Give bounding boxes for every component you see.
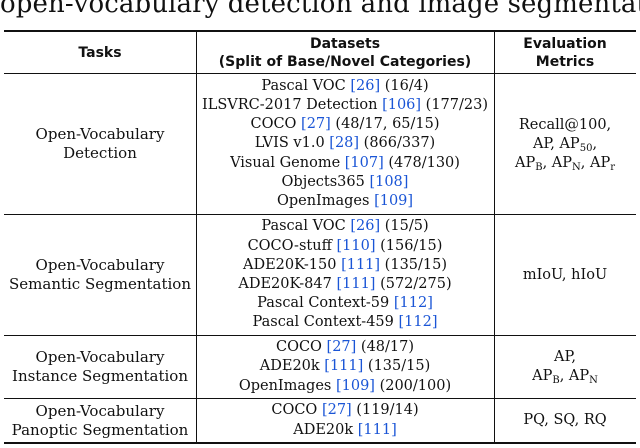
dataset-entry: ADE20k [111]	[293, 421, 397, 438]
dataset-entry: Pascal Context-59 [112]	[257, 295, 433, 312]
citation-link[interactable]: [111]	[324, 358, 364, 375]
dataset-entry: Visual Genome [107] (478/130)	[230, 154, 460, 171]
dataset-entry: Pascal VOC [26] (15/5)	[261, 218, 429, 235]
header-metrics-line2: Metrics	[535, 53, 595, 70]
dataset-entry: COCO [27] (48/17)	[275, 339, 415, 356]
row-rule-2	[4, 335, 636, 336]
header-tasks-label: Tasks	[78, 44, 122, 61]
citation-link[interactable]: [110]	[336, 237, 376, 254]
top-rule	[4, 30, 636, 32]
dataset-entry: Pascal VOC [26] (16/4)	[261, 77, 429, 94]
citation-link[interactable]: [27]	[301, 116, 331, 133]
datasets-detection: Pascal VOC [26] (16/4) ILSVRC-2017 Detec…	[196, 74, 494, 214]
metrics-panoptic-segmentation: PQ, SQ, RQ	[494, 399, 636, 442]
header-metrics: Evaluation Metrics	[494, 32, 636, 73]
header-datasets-line2: (Split of Base/Novel Categories)	[218, 53, 472, 70]
task-line: Open-Vocabulary	[35, 348, 165, 366]
task-line: Open-Vocabulary	[35, 401, 165, 420]
metric-line: PQ, SQ, RQ	[523, 412, 607, 428]
citation-link[interactable]: [112]	[398, 314, 438, 331]
task-instance-segmentation: Open-Vocabulary Instance Segmentation	[4, 336, 196, 398]
citation-link[interactable]: [108]	[369, 173, 409, 190]
dataset-entry: COCO-stuff [110] (156/15)	[247, 237, 443, 254]
dataset-entry: ADE20K-847 [111] (572/275)	[238, 276, 452, 292]
task-detection: Open-Vocabulary Detection	[4, 74, 196, 214]
header-datasets-line1: Datasets	[309, 35, 381, 52]
datasets-instance-segmentation: COCO [27] (48/17) ADE20k [111] (135/15) …	[196, 336, 494, 398]
citation-link[interactable]: [111]	[357, 421, 397, 438]
metric-line: AP,	[554, 349, 576, 365]
citation-link[interactable]: [107]	[344, 154, 384, 171]
dataset-entry: LVIS v1.0 [28] (866/337)	[254, 135, 436, 152]
dataset-entry: ADE20K-150 [111] (135/15)	[242, 256, 448, 273]
task-line: Open-Vocabulary	[35, 256, 165, 274]
metric-line: APB, APN	[532, 368, 598, 386]
citation-link[interactable]: [109]	[335, 377, 375, 394]
citation-link[interactable]: [112]	[393, 295, 433, 312]
task-line: Semantic Segmentation	[9, 275, 191, 293]
citation-link[interactable]: [27]	[321, 402, 352, 419]
col-divider-1	[196, 30, 197, 444]
task-line: Detection	[63, 144, 137, 162]
citation-link[interactable]: [27]	[326, 339, 357, 356]
header-datasets: Datasets (Split of Base/Novel Categories…	[196, 32, 494, 73]
row-rule-1	[4, 214, 636, 215]
citation-link[interactable]: [26]	[350, 77, 381, 94]
task-line: Panoptic Segmentation	[11, 420, 189, 439]
metric-line: APB, APN, APr	[514, 154, 616, 173]
row-rule-3	[4, 398, 636, 399]
datasets-table: Tasks Datasets (Split of Base/Novel Cate…	[4, 30, 636, 444]
metric-line: AP, AP50,	[532, 135, 598, 154]
metric-line: Recall@100,	[518, 116, 612, 133]
citation-link[interactable]: [106]	[382, 96, 422, 113]
task-line: Open-Vocabulary	[35, 125, 165, 143]
citation-link[interactable]: [28]	[329, 135, 360, 152]
citation-link[interactable]: [111]	[341, 256, 381, 273]
datasets-panoptic-segmentation: COCO [27] (119/14) ADE20k [111]	[196, 399, 494, 442]
dataset-entry: Pascal Context-459 [112]	[252, 314, 438, 331]
dataset-entry: COCO [27] (119/14)	[271, 402, 419, 419]
citation-link[interactable]: [26]	[350, 218, 381, 235]
task-line: Instance Segmentation	[12, 367, 188, 385]
metrics-instance-segmentation: AP, APB, APN	[494, 336, 636, 398]
task-panoptic-segmentation: Open-Vocabulary Panoptic Segmentation	[4, 399, 196, 442]
caption-tail: open-vocabulary detection and image segm…	[0, 0, 640, 19]
dataset-entry: Objects365 [108]	[281, 173, 409, 190]
header-rule	[4, 73, 636, 74]
metric-line: mIoU, hIoU	[522, 266, 608, 283]
dataset-entry: OpenImages [109] (200/100)	[238, 377, 452, 394]
citation-link[interactable]: [111]	[336, 276, 376, 292]
metrics-semantic-segmentation: mIoU, hIoU	[494, 215, 636, 335]
dataset-entry: ADE20k [111] (135/15)	[259, 358, 431, 375]
datasets-semantic-segmentation: Pascal VOC [26] (15/5) COCO-stuff [110] …	[196, 215, 494, 335]
dataset-entry: ILSVRC-2017 Detection [106] (177/23)	[202, 96, 488, 113]
header-metrics-line1: Evaluation	[523, 35, 607, 52]
header-tasks: Tasks	[4, 32, 196, 73]
col-divider-2	[494, 30, 495, 444]
bottom-rule	[4, 442, 636, 444]
task-semantic-segmentation: Open-Vocabulary Semantic Segmentation	[4, 215, 196, 335]
dataset-entry: OpenImages [109]	[276, 193, 414, 209]
citation-link[interactable]: [109]	[374, 193, 414, 209]
dataset-entry: COCO [27] (48/17, 65/15)	[250, 116, 440, 133]
metrics-detection: Recall@100, AP, AP50, APB, APN, APr	[494, 74, 636, 214]
